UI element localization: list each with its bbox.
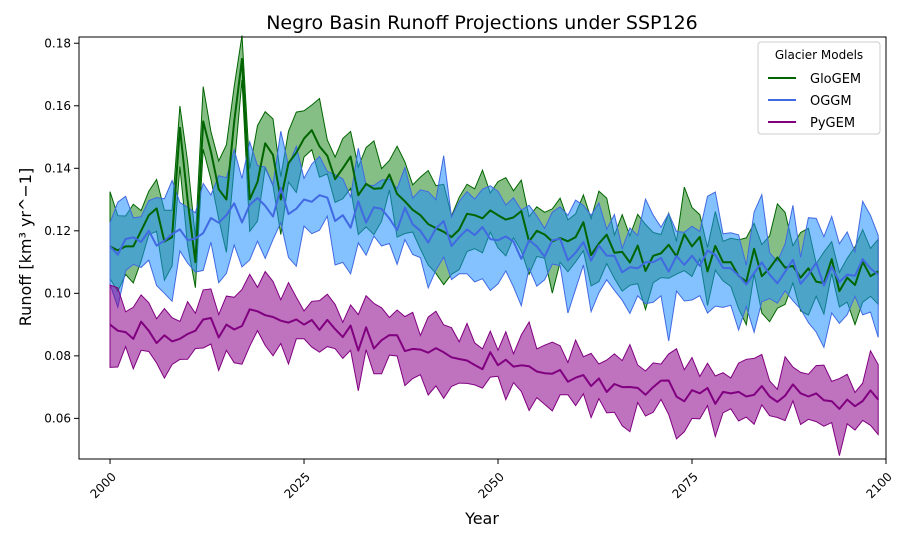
- y-axis-label: Runoff [km³ yr^−1]: [16, 168, 35, 326]
- y-tick-label: 0.16: [44, 99, 71, 113]
- legend-label-glogem: GloGEM: [810, 72, 861, 87]
- y-axis: 0.06 0.08 0.10 0.12 0.14 0.16 0.18: [44, 36, 79, 425]
- band-pygem: [109, 270, 879, 456]
- line-pygem: [109, 308, 879, 410]
- y-tick-label: 0.18: [44, 36, 71, 50]
- y-tick-label: 0.12: [44, 224, 71, 238]
- y-tick-label: 0.08: [44, 349, 71, 363]
- legend-label-pygem: PyGEM: [810, 116, 855, 131]
- y-tick-label: 0.14: [44, 161, 71, 175]
- y-tick-label: 0.06: [44, 411, 71, 425]
- mean-lines: [109, 57, 879, 410]
- legend-label-oggm: OGGM: [810, 94, 852, 109]
- legend-title: Glacier Models: [775, 48, 863, 62]
- line-glogem: [109, 57, 879, 293]
- y-tick-label: 0.10: [44, 286, 71, 300]
- legend-box: [757, 41, 881, 135]
- line-oggm: [109, 186, 879, 287]
- legend: Glacier Models GloGEM OGGM PyGEM: [757, 41, 881, 135]
- x-axis-label: Year: [464, 509, 499, 528]
- chart-title: Negro Basin Runoff Projections under SSP…: [266, 12, 698, 34]
- plot-frame: [78, 36, 887, 460]
